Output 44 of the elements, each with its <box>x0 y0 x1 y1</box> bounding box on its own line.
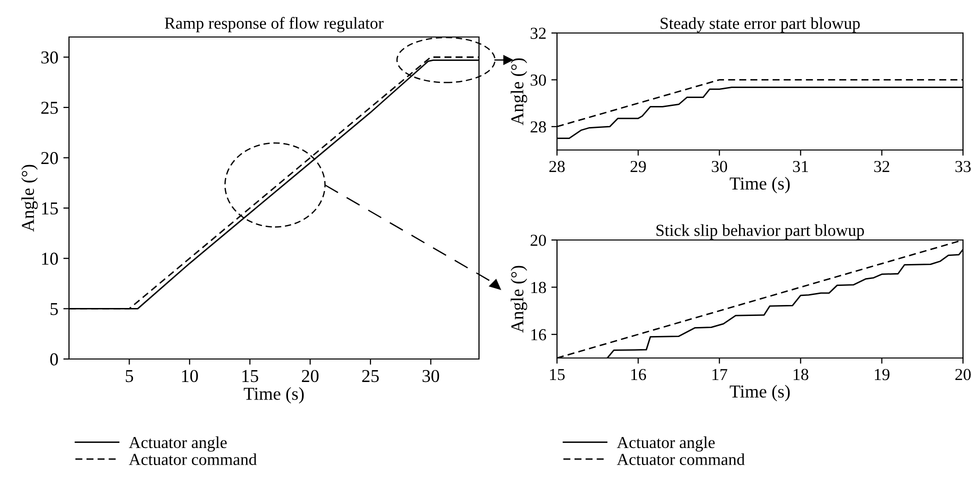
y-axis-title: Angle (°) <box>21 164 38 232</box>
chart-title: Stick slip behavior part blowup <box>656 224 864 240</box>
legend-label: Actuator angle <box>128 436 227 452</box>
y-tick-label: 25 <box>41 102 58 114</box>
chart-title: Steady state error part blowup <box>660 17 860 32</box>
y-tick-label: 18 <box>531 282 546 294</box>
legend-label: Actuator command <box>128 453 257 466</box>
y-axis-title: Angle (°) <box>510 266 528 333</box>
y-tick-label: 32 <box>530 28 546 39</box>
x-tick-label: 18 <box>794 368 808 380</box>
legend-label: Actuator command <box>616 453 745 466</box>
chart-title: Ramp response of flow regulator <box>164 16 384 32</box>
x-tick-label: 16 <box>631 368 646 380</box>
x-tick-label: 15 <box>550 368 565 380</box>
x-tick-label: 30 <box>422 370 440 382</box>
y-tick-label: 20 <box>41 152 58 164</box>
x-axis-title: Time (s) <box>730 176 790 194</box>
y-axis-title: Angle (°) <box>510 58 528 126</box>
x-tick-label: 15 <box>242 370 258 382</box>
y-tick-label: 30 <box>530 74 546 86</box>
x-tick-label: 33 <box>955 160 971 172</box>
y-tick-label: 15 <box>42 202 58 215</box>
x-tick-label: 19 <box>874 368 890 380</box>
y-tick-label: 5 <box>50 303 58 316</box>
x-tick-label: 20 <box>302 370 319 382</box>
y-tick-label: 20 <box>530 234 546 246</box>
x-tick-label: 30 <box>712 160 728 172</box>
y-tick-label: 10 <box>42 252 58 265</box>
x-tick-label: 29 <box>630 160 646 172</box>
y-tick-label: 30 <box>41 51 58 64</box>
x-tick-label: 32 <box>874 160 890 172</box>
x-tick-label: 5 <box>126 370 134 382</box>
y-tick-label: 0 <box>50 353 58 366</box>
x-tick-label: 17 <box>712 368 728 380</box>
y-tick-label: 16 <box>531 329 546 340</box>
x-tick-label: 25 <box>362 370 379 382</box>
x-tick-label: 31 <box>793 160 808 172</box>
x-tick-label: 10 <box>182 370 198 382</box>
x-tick-label: 20 <box>955 368 971 380</box>
legend-label: Actuator angle <box>616 436 715 452</box>
x-axis-title: Time (s) <box>730 384 790 402</box>
x-axis-title: Time (s) <box>244 387 304 404</box>
x-tick-label: 28 <box>549 160 565 172</box>
y-tick-label: 28 <box>530 121 546 133</box>
